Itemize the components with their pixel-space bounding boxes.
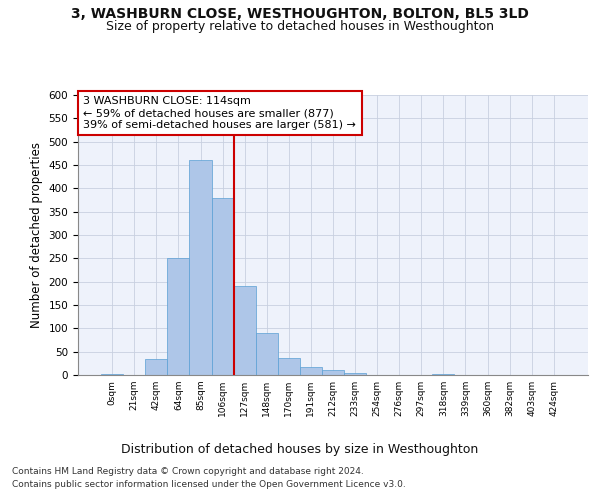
Text: Contains HM Land Registry data © Crown copyright and database right 2024.: Contains HM Land Registry data © Crown c… bbox=[12, 468, 364, 476]
Bar bbox=[256, 333, 278, 375]
Bar bbox=[278, 358, 300, 375]
Bar bbox=[167, 258, 190, 375]
Bar bbox=[233, 286, 256, 375]
Bar bbox=[145, 358, 167, 375]
Text: 3 WASHBURN CLOSE: 114sqm
← 59% of detached houses are smaller (877)
39% of semi-: 3 WASHBURN CLOSE: 114sqm ← 59% of detach… bbox=[83, 96, 356, 130]
Y-axis label: Number of detached properties: Number of detached properties bbox=[30, 142, 43, 328]
Text: Distribution of detached houses by size in Westhoughton: Distribution of detached houses by size … bbox=[121, 442, 479, 456]
Bar bbox=[433, 374, 454, 375]
Bar bbox=[190, 160, 212, 375]
Bar bbox=[322, 370, 344, 375]
Text: Contains public sector information licensed under the Open Government Licence v3: Contains public sector information licen… bbox=[12, 480, 406, 489]
Bar bbox=[344, 373, 366, 375]
Text: 3, WASHBURN CLOSE, WESTHOUGHTON, BOLTON, BL5 3LD: 3, WASHBURN CLOSE, WESTHOUGHTON, BOLTON,… bbox=[71, 8, 529, 22]
Text: Size of property relative to detached houses in Westhoughton: Size of property relative to detached ho… bbox=[106, 20, 494, 33]
Bar bbox=[101, 374, 123, 375]
Bar bbox=[300, 366, 322, 375]
Bar bbox=[212, 198, 233, 375]
